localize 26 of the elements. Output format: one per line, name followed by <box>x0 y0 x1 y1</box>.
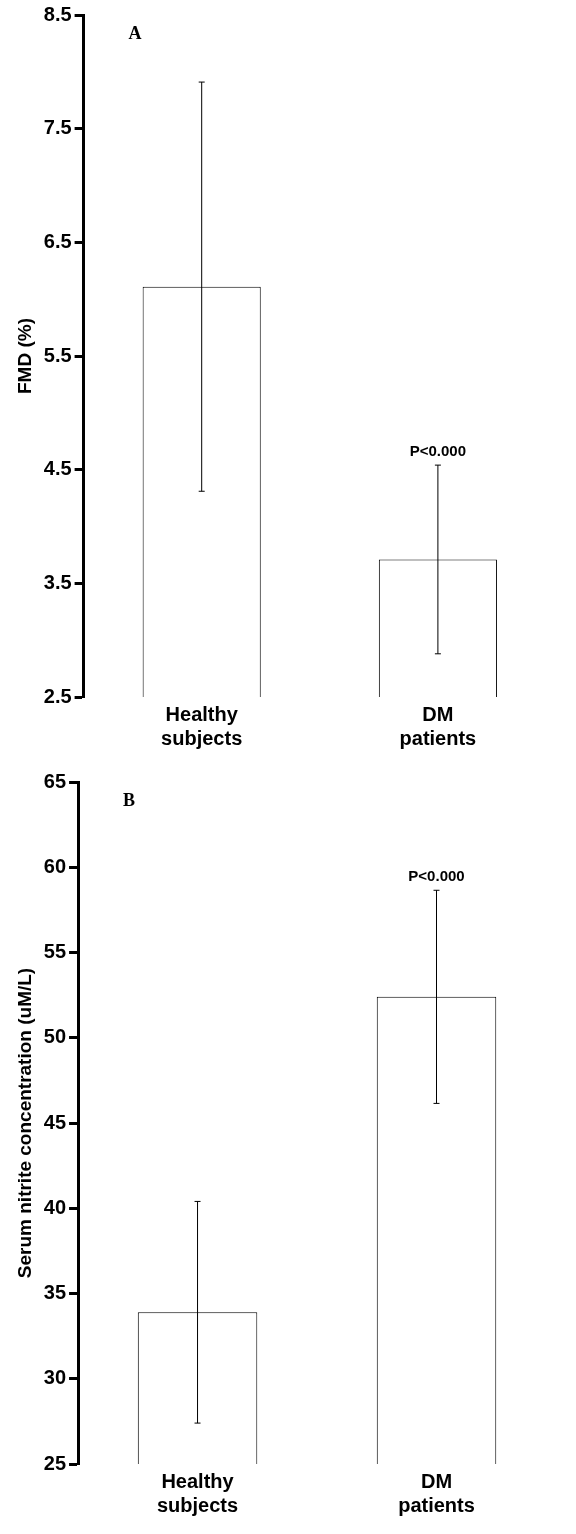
y-tick-label: 45 <box>43 1110 67 1133</box>
y-tick-label: 6.5 <box>43 229 72 252</box>
y-tick-label: 50 <box>43 1025 67 1048</box>
annotation: A <box>128 22 142 43</box>
annotation: P<0.000 <box>409 441 467 459</box>
y-tick-label: 60 <box>43 854 67 877</box>
y-tick-label: 30 <box>43 1366 67 1389</box>
y-axis-title: FMD (%) <box>13 318 35 394</box>
annotation: P<0.000 <box>408 866 465 884</box>
y-tick-label: 2.5 <box>43 684 72 707</box>
y-tick-label: 55 <box>43 940 67 963</box>
y-tick-label: 7.5 <box>43 116 72 139</box>
x-tick-label: DM patients <box>399 702 477 749</box>
y-tick-label: 4.5 <box>43 457 72 480</box>
x-tick-label: DM patients <box>398 1469 475 1516</box>
y-tick-label: 25 <box>43 1451 67 1474</box>
y-tick-label: 35 <box>43 1281 67 1304</box>
y-tick-label: 8.5 <box>43 2 72 25</box>
y-axis-title: Serum nitrite concentration (uM/L) <box>13 967 35 1279</box>
x-tick-label: Healthy subjects <box>156 1469 239 1516</box>
annotation: B <box>123 789 136 810</box>
y-tick-label: 5.5 <box>43 343 72 366</box>
y-tick-label: 65 <box>43 769 67 792</box>
y-tick-label: 3.5 <box>43 570 72 593</box>
x-tick-label: Healthy subjects <box>161 702 243 749</box>
y-tick-label: 40 <box>43 1195 67 1218</box>
